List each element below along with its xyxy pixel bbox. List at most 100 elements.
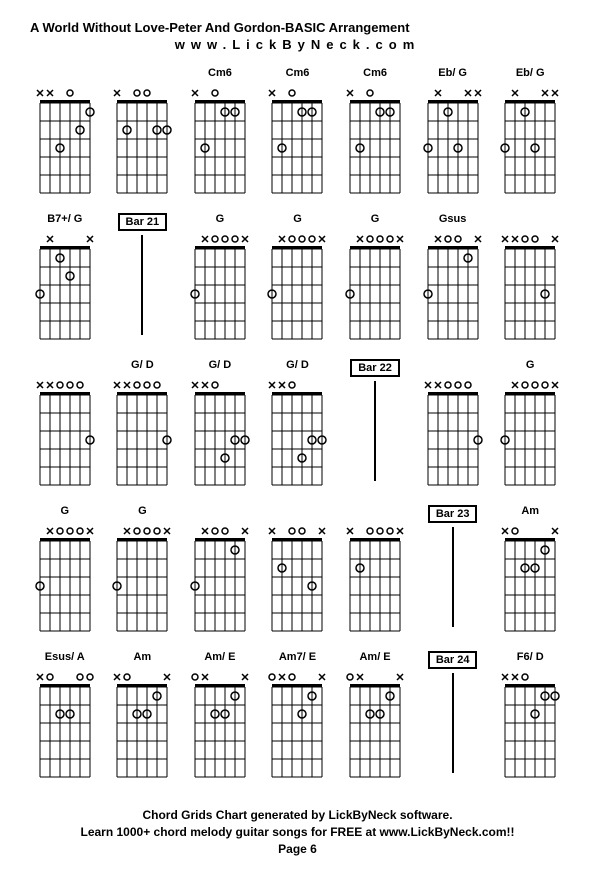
- chord-name: Eb/ G: [516, 67, 545, 81]
- fretboard: [190, 229, 250, 349]
- chord-diagram: [30, 67, 100, 203]
- fretboard: [345, 667, 405, 787]
- chord-name: Am7/ E: [279, 651, 316, 665]
- chord-name: Am: [133, 651, 151, 665]
- chord-name: Cm6: [208, 67, 232, 81]
- fretboard: [345, 521, 405, 641]
- chord-name: G: [293, 213, 302, 227]
- chord-diagram: G/ D: [108, 359, 178, 495]
- chord-diagram: Cm6: [185, 67, 255, 203]
- bar-label: Bar 24: [428, 651, 478, 669]
- chord-diagram: Am/ E: [340, 651, 410, 787]
- page-title: A World Without Love-Peter And Gordon-BA…: [30, 20, 565, 35]
- chord-diagram: Am: [108, 651, 178, 787]
- fretboard: [345, 229, 405, 349]
- chord-name: F6/ D: [517, 651, 544, 665]
- chord-name: G: [61, 505, 70, 519]
- bar-label: Bar 22: [350, 359, 400, 377]
- chord-diagram: Am: [495, 505, 565, 641]
- chord-name: Cm6: [363, 67, 387, 81]
- fretboard: [267, 375, 327, 495]
- bar-line: [374, 381, 376, 481]
- fretboard: [500, 83, 560, 203]
- chord-name: Am/ E: [359, 651, 390, 665]
- chord-name: Gsus: [439, 213, 467, 227]
- fretboard: [35, 667, 95, 787]
- chord-name: Cm6: [286, 67, 310, 81]
- chord-diagram: Eb/ G: [495, 67, 565, 203]
- fretboard: [190, 521, 250, 641]
- bar-marker: Bar 21: [108, 213, 178, 349]
- bar-marker: Bar 23: [418, 505, 488, 641]
- fretboard: [112, 375, 172, 495]
- chord-name: G: [371, 213, 380, 227]
- chord-diagram: [340, 505, 410, 641]
- chord-diagram: [30, 359, 100, 495]
- chord-name: Esus/ A: [45, 651, 85, 665]
- chord-diagram: G: [108, 505, 178, 641]
- fretboard: [35, 521, 95, 641]
- chord-diagram: G: [30, 505, 100, 641]
- fretboard: [267, 83, 327, 203]
- fretboard: [190, 83, 250, 203]
- bar-line: [452, 527, 454, 627]
- chord-name: Am/ E: [204, 651, 235, 665]
- fretboard: [35, 229, 95, 349]
- fretboard: [267, 667, 327, 787]
- bar-label: Bar 21: [118, 213, 168, 231]
- fretboard: [500, 229, 560, 349]
- fretboard: [267, 229, 327, 349]
- fretboard: [190, 667, 250, 787]
- fretboard: [500, 521, 560, 641]
- bar-label: Bar 23: [428, 505, 478, 523]
- chord-name: Eb/ G: [438, 67, 467, 81]
- page-subtitle: www.LickByNeck.com: [30, 37, 565, 52]
- chord-diagram: [185, 505, 255, 641]
- chord-name: B7+/ G: [47, 213, 82, 227]
- chord-diagram: F6/ D: [495, 651, 565, 787]
- fretboard: [267, 521, 327, 641]
- chord-diagram: G: [185, 213, 255, 349]
- fretboard: [190, 375, 250, 495]
- fretboard: [423, 229, 483, 349]
- chord-diagram: Cm6: [340, 67, 410, 203]
- chord-diagram: Cm6: [263, 67, 333, 203]
- bar-line: [141, 235, 143, 335]
- chord-name: G/ D: [209, 359, 232, 373]
- chord-diagram: [108, 67, 178, 203]
- chord-diagram: Esus/ A: [30, 651, 100, 787]
- fretboard: [112, 521, 172, 641]
- chord-diagram: [263, 505, 333, 641]
- chord-name: G: [216, 213, 225, 227]
- chord-diagram: G: [263, 213, 333, 349]
- fretboard: [500, 667, 560, 787]
- chord-name: G/ D: [286, 359, 309, 373]
- fretboard: [345, 83, 405, 203]
- bar-marker: Bar 22: [340, 359, 410, 495]
- chord-name: G/ D: [131, 359, 154, 373]
- fretboard: [500, 375, 560, 495]
- chord-diagram: G: [495, 359, 565, 495]
- fretboard: [35, 83, 95, 203]
- chord-diagram: Am7/ E: [263, 651, 333, 787]
- bar-marker: Bar 24: [418, 651, 488, 787]
- fretboard: [112, 667, 172, 787]
- chord-diagram: G/ D: [185, 359, 255, 495]
- footer-line2: Learn 1000+ chord melody guitar songs fo…: [30, 824, 565, 841]
- chord-diagram: G: [340, 213, 410, 349]
- footer-line1: Chord Grids Chart generated by LickByNec…: [30, 807, 565, 824]
- fretboard: [423, 83, 483, 203]
- chord-diagram: G/ D: [263, 359, 333, 495]
- fretboard: [112, 83, 172, 203]
- fretboard: [35, 375, 95, 495]
- chord-diagram: B7+/ G: [30, 213, 100, 349]
- chord-diagram: [418, 359, 488, 495]
- chord-name: Am: [521, 505, 539, 519]
- footer: Chord Grids Chart generated by LickByNec…: [30, 807, 565, 857]
- chord-diagram: Gsus: [418, 213, 488, 349]
- fretboard: [423, 375, 483, 495]
- chord-grid: Cm6 Cm6 Cm6 Eb/ G Eb/ G B7+/ G Bar 21 G G G Gsus G/…: [30, 67, 565, 787]
- chord-diagram: Eb/ G: [418, 67, 488, 203]
- chord-diagram: Am/ E: [185, 651, 255, 787]
- chord-name: G: [138, 505, 147, 519]
